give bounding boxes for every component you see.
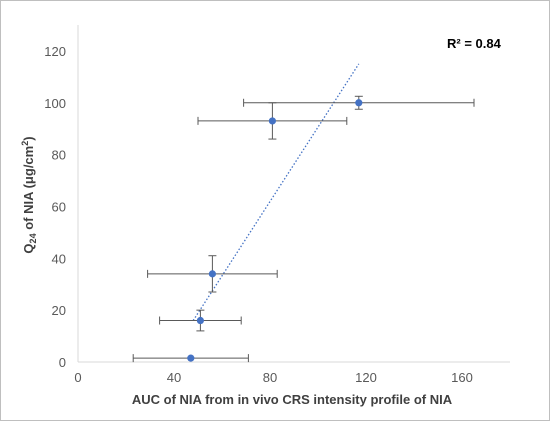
y-axis-title-part: of NIA (μg/cm — [21, 146, 36, 234]
r-squared-annotation: R² = 0.84 — [447, 36, 502, 51]
y-axis-title-part: ) — [21, 136, 36, 140]
data-point — [355, 99, 363, 107]
x-axis-title: AUC of NIA from in vivo CRS intensity pr… — [132, 392, 453, 407]
y-tick-label: 120 — [44, 44, 66, 59]
data-points — [187, 99, 363, 362]
y-axis-title-subscript: 24 — [28, 233, 38, 243]
y-tick-label: 80 — [52, 148, 66, 163]
y-axis-title-part: Q — [21, 243, 36, 253]
data-point — [196, 316, 204, 325]
x-tick-label: 40 — [167, 370, 181, 385]
y-tick-label: 100 — [44, 96, 66, 111]
x-tick-label: 120 — [355, 370, 377, 385]
x-tick-label: 160 — [451, 370, 473, 385]
x-tick-label: 0 — [74, 370, 81, 385]
tick-labels: 0 40 80 120 160 0 20 40 60 80 100 120 — [44, 44, 473, 385]
y-tick-label: 60 — [52, 199, 66, 214]
data-point — [208, 270, 216, 278]
y-axis-title-superscript: 2 — [20, 141, 30, 146]
error-bars — [132, 95, 475, 363]
y-tick-label: 0 — [59, 355, 66, 370]
axes — [77, 25, 510, 363]
data-point — [187, 354, 195, 362]
y-tick-label: 40 — [52, 251, 66, 266]
y-tick-label: 20 — [52, 303, 66, 318]
data-point — [268, 117, 276, 125]
y-axis-title: Q24 of NIA (μg/cm2) — [20, 136, 38, 253]
x-tick-label: 80 — [263, 370, 277, 385]
